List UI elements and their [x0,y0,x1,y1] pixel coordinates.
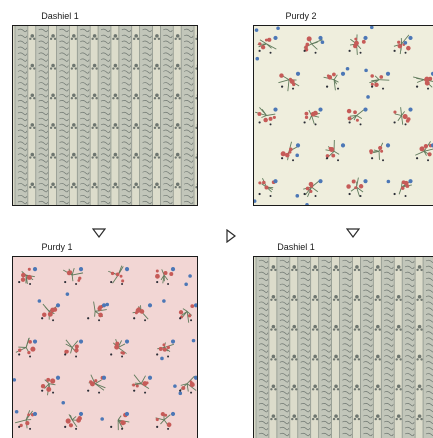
swatch-label-bottom-right: Dashiel 1 [277,242,315,252]
triangle-right-icon[interactable] [226,229,236,243]
fabric-swatch-top-right[interactable] [253,25,433,206]
fabric-swatch-top-left[interactable] [12,25,198,206]
stripe-pattern [13,26,197,205]
fabric-swatch-bottom-left[interactable] [12,256,198,438]
floral-pattern-cream [254,26,433,205]
chevron-down-icon[interactable] [346,228,360,238]
floral-pattern-pink [13,257,197,438]
fabric-swatch-bottom-right[interactable] [253,256,433,438]
swatch-label-bottom-left: Purdy 1 [41,242,73,252]
chevron-down-icon[interactable] [92,228,106,238]
stripe-pattern [254,257,433,438]
swatch-label-top-left: Dashiel 1 [41,11,79,21]
swatch-label-top-right: Purdy 2 [285,11,317,21]
